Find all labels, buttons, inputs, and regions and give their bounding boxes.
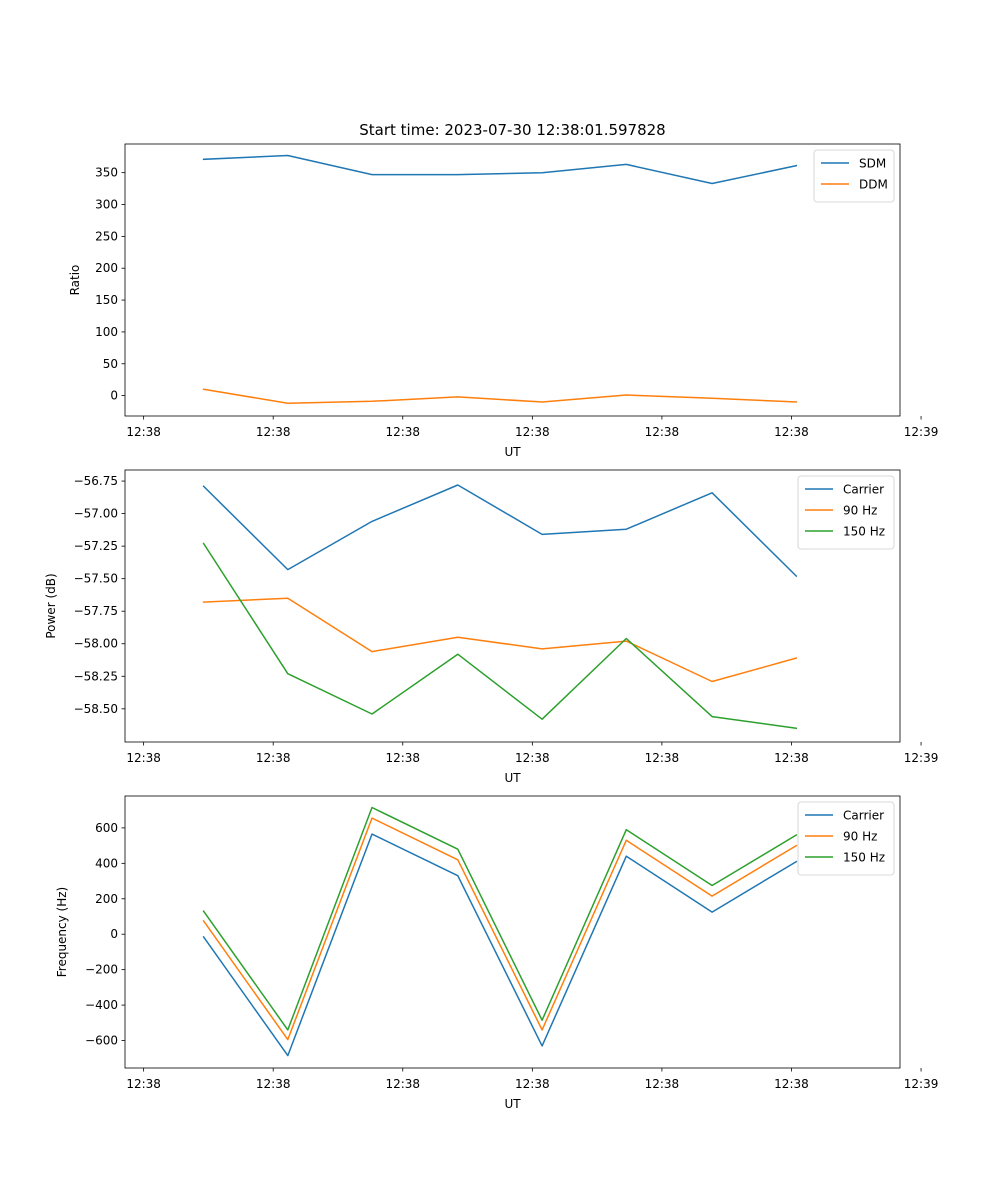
y-tick-label: −57.75 bbox=[74, 604, 118, 618]
y-tick-label: 200 bbox=[95, 892, 118, 906]
legend: Carrier 90 Hz 150 Hz bbox=[797, 801, 895, 876]
y-axis-label: Power (dB) bbox=[44, 573, 58, 638]
y-tick-label: 0 bbox=[110, 389, 118, 403]
y-tick-label: 100 bbox=[95, 325, 118, 339]
x-tick-label: 12:38 bbox=[645, 751, 680, 765]
legend-label: 150 Hz bbox=[843, 851, 885, 865]
y-tick-label: −600 bbox=[85, 1034, 118, 1048]
x-tick-label: 12:38 bbox=[126, 751, 161, 765]
y-tick-label: −57.50 bbox=[74, 572, 118, 586]
series-line-carrier bbox=[202, 484, 798, 578]
y-tick-label: −58.25 bbox=[74, 669, 118, 683]
legend-label: 150 Hz bbox=[843, 525, 885, 539]
x-tick-label: 12:38 bbox=[515, 425, 550, 439]
series-line-sdm bbox=[202, 154, 798, 185]
x-tick-label: 12:38 bbox=[774, 751, 809, 765]
x-tick-label: 12:38 bbox=[256, 425, 291, 439]
x-tick-label: 12:38 bbox=[256, 751, 291, 765]
y-tick-label: 350 bbox=[95, 166, 118, 180]
legend-label: 90 Hz bbox=[843, 830, 877, 844]
y-tick-label: 200 bbox=[95, 261, 118, 275]
x-tick-label: 12:38 bbox=[126, 1077, 161, 1091]
chart-ratio: Start time: 2023-07-30 12:38:01.597828 12… bbox=[68, 121, 938, 459]
series-line-150-hz bbox=[202, 542, 798, 730]
y-axis-label: Ratio bbox=[68, 265, 82, 296]
x-axis-label: UT bbox=[504, 1097, 521, 1111]
legend-label: 90 Hz bbox=[843, 504, 877, 518]
legend-label: Carrier bbox=[843, 483, 884, 497]
x-tick-label: 12:38 bbox=[515, 1077, 550, 1091]
y-tick-label: −57.25 bbox=[74, 539, 118, 553]
y-tick-label: −58.50 bbox=[74, 702, 118, 716]
chart-title: Start time: 2023-07-30 12:38:01.597828 bbox=[359, 121, 665, 139]
x-tick-label: 12:38 bbox=[385, 1077, 420, 1091]
axes-frame bbox=[124, 143, 901, 417]
x-tick-label: 12:38 bbox=[515, 751, 550, 765]
legend: Carrier 90 Hz 150 Hz bbox=[797, 475, 895, 550]
x-tick-label: 12:38 bbox=[774, 1077, 809, 1091]
y-tick-label: 0 bbox=[110, 927, 118, 941]
y-tick-label: 400 bbox=[95, 856, 118, 870]
x-tick-label: 12:38 bbox=[385, 425, 420, 439]
y-tick-label: −200 bbox=[85, 963, 118, 977]
x-tick-label: 12:38 bbox=[256, 1077, 291, 1091]
x-tick-label: 12:38 bbox=[645, 425, 680, 439]
y-tick-label: 150 bbox=[95, 293, 118, 307]
x-tick-label: 12:39 bbox=[904, 1077, 939, 1091]
series-line-90-hz bbox=[202, 817, 798, 1041]
series-line-90-hz bbox=[202, 597, 798, 683]
y-tick-label: −56.75 bbox=[74, 474, 118, 488]
y-tick-label: 600 bbox=[95, 821, 118, 835]
x-tick-label: 12:38 bbox=[126, 425, 161, 439]
x-axis-label: UT bbox=[504, 771, 521, 785]
legend: SDM DDM bbox=[813, 149, 895, 203]
axes-frame bbox=[124, 469, 901, 743]
x-tick-label: 12:39 bbox=[904, 751, 939, 765]
legend-label: Carrier bbox=[843, 809, 884, 823]
x-axis-label: UT bbox=[504, 445, 521, 459]
legend-label: DDM bbox=[859, 178, 888, 192]
x-tick-label: 12:38 bbox=[385, 751, 420, 765]
y-tick-label: 50 bbox=[103, 357, 118, 371]
chart-power: 12:38 12:38 12:38 12:38 12:38 12:38 12:39 −56.7… bbox=[44, 469, 939, 785]
y-tick-label: −58.00 bbox=[74, 637, 118, 651]
x-tick-label: 12:38 bbox=[774, 425, 809, 439]
y-tick-label: −57.00 bbox=[74, 507, 118, 521]
axes-frame bbox=[124, 795, 901, 1069]
legend-label: SDM bbox=[859, 157, 886, 171]
y-axis-label: Frequency (Hz) bbox=[55, 887, 69, 978]
chart-frequency: 12:38 12:38 12:38 12:38 12:38 12:38 12:39 −600 −… bbox=[55, 795, 939, 1111]
series-line-150-hz bbox=[202, 806, 798, 1031]
series-line-carrier bbox=[202, 833, 798, 1057]
x-tick-label: 12:38 bbox=[645, 1077, 680, 1091]
x-tick-label: 12:39 bbox=[904, 425, 939, 439]
y-tick-label: 300 bbox=[95, 198, 118, 212]
series-line-ddm bbox=[202, 388, 798, 405]
y-tick-label: 250 bbox=[95, 229, 118, 243]
y-tick-label: −400 bbox=[85, 998, 118, 1012]
